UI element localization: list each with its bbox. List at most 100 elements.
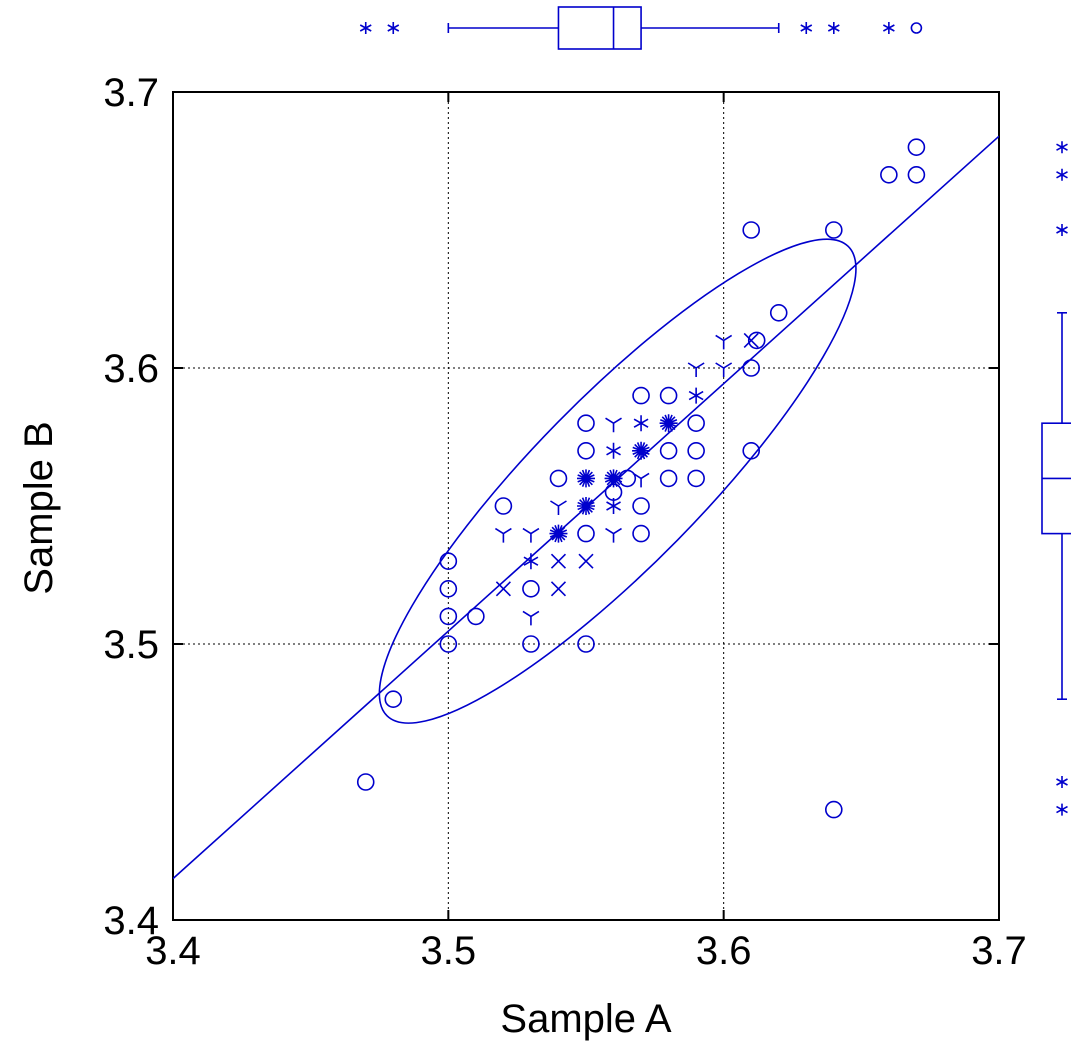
data-point [494,497,513,515]
data-point [632,524,650,543]
data-point [522,527,540,543]
data-point [577,414,595,433]
marker-shape [577,469,595,488]
marker-shape [632,497,650,515]
data-point [687,414,705,433]
data-point [605,527,622,543]
marker-shape [687,469,705,488]
marker-shape [577,524,595,543]
data-point [550,581,567,597]
data-point [659,469,678,488]
data-point [633,415,649,432]
data-point [578,553,594,569]
data-point [687,469,705,488]
marker-shape [550,500,567,515]
data-point [494,527,512,543]
marker-shape [742,441,761,460]
marker-shape [715,362,733,377]
data-point [550,553,567,569]
data-point [632,472,650,488]
marker-shape [494,527,512,543]
marker-shape [522,579,540,598]
data-point [605,417,622,433]
y-tick-label: 3.4 [103,899,159,943]
marker-shape [522,527,540,543]
marker-shape [659,441,678,460]
data-point [907,138,926,156]
outlier [1056,776,1068,788]
marker-shape [549,524,568,543]
data-point [632,497,650,515]
y-tick-label: 3.6 [103,347,159,391]
data-point [769,303,788,322]
data-point [495,581,511,597]
axis-ticks: 3.4 3.5 3.6 3.7 3.4 3.5 3.6 3.7 [103,71,1026,973]
data-point [549,469,568,488]
marker-shape [1056,776,1068,788]
outlier [1056,168,1068,181]
data-point [632,386,650,405]
outlier [359,22,372,34]
marker-shape [522,635,540,653]
data-point [439,635,458,653]
data-point [577,635,595,653]
marker-shape [824,800,843,819]
marker-shape [800,22,813,34]
outlier [387,22,400,34]
x-tick-label: 3.7 [971,929,1027,973]
data-point [550,500,567,515]
outlier [827,22,840,34]
marker-shape [633,415,649,432]
data-point [742,441,761,460]
data-point [606,442,621,459]
x-tick-label: 3.5 [421,929,477,973]
marker-shape [688,387,704,404]
marker-shape [687,441,705,460]
marker-shape [715,334,733,350]
data-point [742,359,761,377]
outlier [1056,224,1068,236]
marker-shape [743,332,759,348]
outlier [1056,141,1068,154]
marker-shape [439,579,458,598]
marker-shape [356,773,375,791]
y-axis-title: Sample B [17,421,61,594]
marker-shape [618,469,637,488]
marker-shape [1056,168,1068,181]
data-point [439,607,458,626]
data-point [747,331,766,350]
data-point [880,166,898,184]
marker-shape [742,221,761,239]
marker-shape [827,22,840,34]
data-point [659,414,678,433]
data-point [522,579,540,598]
marker-shape [577,635,595,653]
marker-shape [550,553,567,569]
marker-shape [494,497,513,515]
data-point [577,441,595,460]
marker-shape [495,581,511,597]
marginal-boxplot-x [359,6,923,50]
data-point [522,610,540,626]
x-tick-label: 3.4 [145,929,201,973]
data-point [439,552,458,571]
outlier [910,22,923,34]
data-point [522,635,540,653]
marker-shape [1056,224,1068,236]
marker-shape [549,469,568,488]
marker-shape [577,497,595,515]
confidence-ellipse [378,238,857,724]
data-point [824,221,843,239]
data-point [467,607,485,626]
data-point [523,553,539,570]
grid-lines [173,92,999,920]
data-point [824,800,843,819]
data-point [632,441,651,460]
marker-shape [439,552,458,571]
data-point [604,469,623,488]
y-tick-label: 3.7 [103,71,159,115]
data-point [688,387,704,404]
marker-shape [742,359,761,377]
marker-shape [824,221,843,239]
data-point [743,332,759,348]
